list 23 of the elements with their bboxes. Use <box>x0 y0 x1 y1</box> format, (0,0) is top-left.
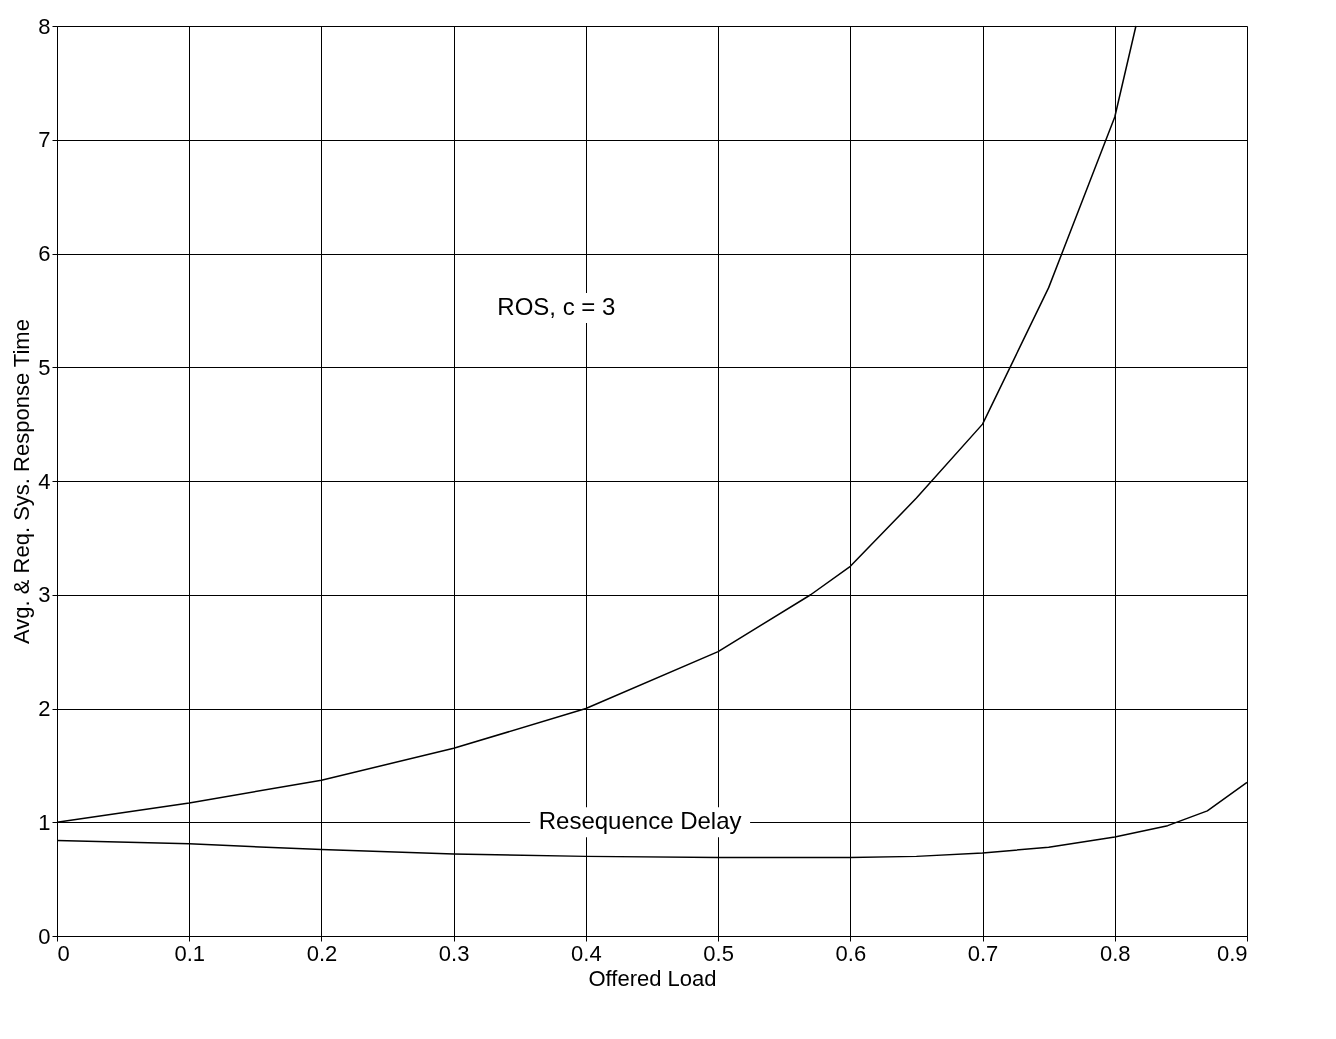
x-axis-title: Offered Load <box>588 965 717 991</box>
y-tick-label: 8 <box>38 13 51 39</box>
x-tick-label: 0 <box>57 940 70 966</box>
annotation: ROS, c = 3 <box>497 293 616 321</box>
series-label: Resequence Delay <box>538 807 742 835</box>
y-tick-label: 4 <box>38 468 51 494</box>
x-tick-label: 0.9 <box>1216 940 1248 966</box>
x-tick-label: 0.8 <box>1099 940 1131 966</box>
x-tick-label: 0.5 <box>703 940 734 966</box>
x-tick-label: 0.2 <box>306 940 338 966</box>
x-tick-label: 0.6 <box>835 940 867 966</box>
y-tick-label: 7 <box>38 127 51 153</box>
y-tick-label: 1 <box>38 809 51 835</box>
y-axis-title: Avg. & Req. Sys. Response Time <box>9 319 35 644</box>
x-tick-label: 0.3 <box>438 940 470 966</box>
y-tick-label: 0 <box>38 923 51 949</box>
x-tick-label: 0.7 <box>967 940 999 966</box>
y-tick-label: 3 <box>38 582 51 608</box>
y-tick-label: 6 <box>38 241 51 266</box>
x-tick-label: 0.4 <box>571 940 602 966</box>
y-tick-label: 5 <box>38 354 51 380</box>
x-tick-label: 0.1 <box>174 940 206 966</box>
y-tick-label: 2 <box>38 696 51 721</box>
